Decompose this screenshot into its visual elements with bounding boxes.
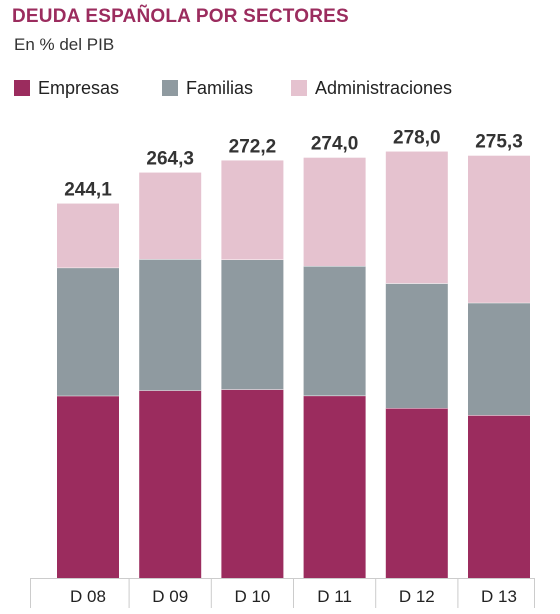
bar-segment-administraciones-5 — [385, 151, 448, 284]
legend-swatch-familias — [162, 80, 178, 96]
bar-segment-familias-6 — [468, 302, 530, 416]
bar-segment-administraciones-3 — [221, 160, 284, 260]
x-tick-label-4: D 11 — [317, 587, 352, 606]
x-tick-label-3: D 10 — [234, 587, 270, 606]
bar-segment-administraciones-6 — [468, 155, 530, 303]
bar-segment-empresas-6 — [468, 415, 530, 578]
bar-segment-familias-3 — [221, 259, 284, 390]
bar-segment-familias-4 — [303, 265, 366, 396]
legend-label-administraciones: Administraciones — [315, 77, 453, 98]
legend-label-familias: Familias — [186, 77, 254, 98]
bar-segment-administraciones-4 — [303, 157, 366, 266]
chart-subtitle: En % del PIB — [14, 35, 115, 54]
total-label-2: 264,3 — [146, 149, 194, 170]
bar-segment-familias-2 — [139, 259, 202, 391]
legend-swatch-administraciones — [291, 80, 307, 96]
bar-segment-empresas-5 — [385, 408, 448, 578]
bar-segment-empresas-4 — [303, 395, 366, 578]
bar-segment-administraciones-2 — [139, 172, 202, 260]
total-label-3: 272,2 — [229, 136, 277, 157]
bar-segment-familias-1 — [57, 267, 119, 396]
bar-segment-familias-5 — [385, 283, 448, 409]
x-tick-label-1: D 08 — [70, 587, 106, 606]
x-tick-label-6: D 13 — [481, 587, 517, 606]
total-label-6: 275,3 — [475, 132, 523, 153]
total-label-5: 278,0 — [393, 128, 441, 149]
bar-segment-empresas-2 — [139, 390, 202, 578]
total-label-1: 244,1 — [64, 180, 112, 201]
chart-title: DEUDA ESPAÑOLA POR SECTORES — [12, 6, 349, 27]
legend-item-familias: Familias — [162, 76, 253, 100]
legend-item-administraciones: Administraciones — [291, 76, 452, 100]
legend-swatch-empresas — [14, 80, 30, 96]
x-tick-label-2: D 09 — [152, 587, 188, 606]
bar-segment-administraciones-1 — [57, 203, 119, 268]
x-tick-label-5: D 12 — [399, 587, 435, 606]
bar-segment-empresas-3 — [221, 389, 284, 578]
bar-segment-empresas-1 — [57, 395, 119, 578]
total-label-4: 274,0 — [311, 134, 359, 155]
legend-item-empresas: Empresas — [14, 76, 119, 100]
legend-label-empresas: Empresas — [38, 77, 120, 98]
